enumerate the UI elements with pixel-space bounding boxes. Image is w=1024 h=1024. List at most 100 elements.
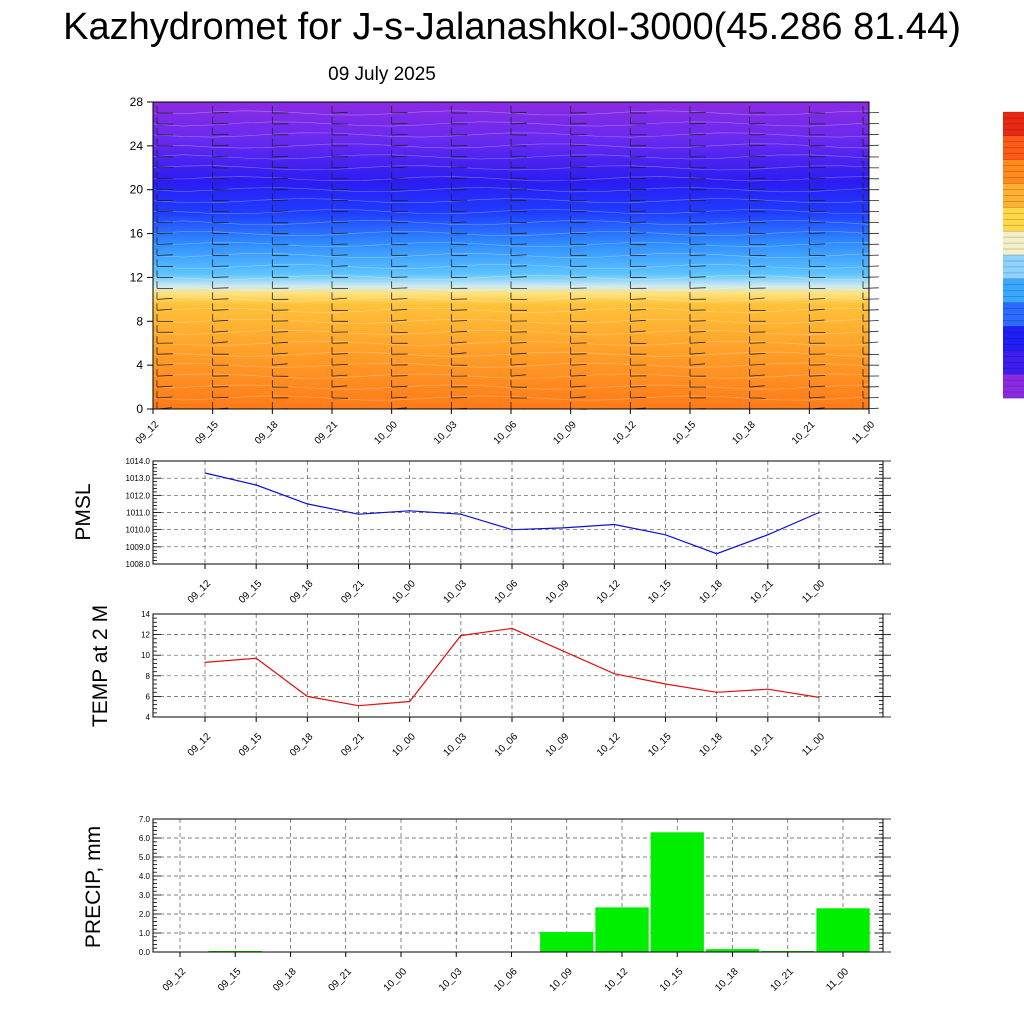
x-tick-label: 10_03	[442, 731, 470, 759]
x-tick-label: 10_00	[390, 578, 418, 606]
y-tick-label: 10	[141, 651, 150, 660]
wind-barb-shaft	[689, 276, 706, 278]
wind-barb-shaft	[212, 276, 229, 278]
x-tick-label: 11_00	[800, 578, 827, 605]
temp-axis-title: TEMP at 2 M	[89, 605, 112, 727]
temp-point	[716, 691, 718, 693]
y-tick-label: 28	[130, 95, 144, 109]
pmsl-point	[664, 534, 667, 536]
x-tick-label: 10_12	[595, 578, 623, 606]
wind-barb-shaft	[391, 144, 408, 147]
colorbar-swatch	[1003, 278, 1024, 303]
temp-point	[818, 696, 820, 699]
y-tick-label: 24	[130, 139, 144, 153]
wind-barb-shaft	[689, 363, 706, 366]
wind-barb-shaft	[862, 309, 879, 311]
x-tick-label: 09_15	[193, 419, 221, 447]
wind-barb-shaft	[451, 210, 468, 213]
wind-barb-shaft	[862, 123, 879, 125]
wind-barb-shaft	[331, 243, 348, 245]
x-tick-label: 11_00	[800, 731, 827, 758]
wind-barb-shaft	[212, 133, 229, 136]
wind-barb-shaft	[331, 353, 348, 355]
y-tick-label: 1008.0	[126, 560, 151, 569]
x-tick-label: 09_21	[339, 731, 367, 759]
temp-point	[357, 705, 360, 707]
y-tick-label: 8	[136, 314, 143, 328]
wind-barb-shaft	[451, 320, 468, 322]
wind-barb-shaft	[391, 298, 408, 300]
precip-frame	[152, 818, 884, 953]
wind-barb-shaft	[451, 397, 468, 399]
pmsl-plot: 1008.0 1009.0 1010.0 1011.0 1012.0 1013.0 1014…	[72, 457, 891, 606]
wind-barb-shaft	[862, 341, 879, 344]
y-tick-label: 12	[130, 270, 144, 284]
x-tick-label: 10_21	[790, 419, 818, 447]
wind-barb-shaft	[510, 243, 527, 245]
x-tick-label: 11_00	[850, 419, 877, 446]
y-tick-label: 0	[136, 402, 143, 416]
wind-barb-shaft	[212, 287, 229, 289]
x-tick-label: 10_06	[492, 966, 520, 994]
y-tick-label: 6.0	[139, 834, 151, 843]
wind-barb-shaft	[689, 112, 706, 114]
x-tick-label: 09_15	[216, 966, 244, 994]
wind-barb-shaft	[862, 320, 879, 322]
pmsl-point	[767, 534, 769, 536]
x-tick-label: 09_12	[134, 419, 162, 447]
pmsl-point	[562, 527, 564, 529]
wind-barb-shaft	[689, 254, 706, 256]
wind-barb-shaft	[331, 111, 348, 114]
x-tick-label: 09_18	[288, 578, 316, 606]
wind-barb-shaft	[391, 155, 408, 158]
precip-bar	[540, 932, 594, 952]
colorbar-swatch	[1003, 207, 1024, 232]
x-tick-label: 09_18	[253, 419, 281, 447]
x-tick-label: 10_06	[493, 731, 521, 759]
x-tick-label: 10_12	[603, 966, 631, 994]
y-tick-label: 8	[146, 672, 151, 681]
x-tick-label: 10_09	[551, 419, 579, 447]
pmsl-point	[818, 511, 820, 514]
contour-line	[152, 307, 870, 313]
pmsl-point	[357, 513, 360, 515]
x-tick-label: 10_15	[658, 966, 686, 994]
wind-barb-shaft	[451, 188, 468, 191]
y-tick-label: 4.0	[139, 872, 151, 881]
pmsl-point	[255, 484, 257, 486]
wind-barb-shaft	[570, 155, 587, 158]
wind-barb-shaft	[630, 396, 647, 399]
wind-barb-shaft	[156, 374, 173, 377]
x-tick-label: 10_12	[611, 419, 639, 447]
wind-barb-shaft	[156, 396, 173, 399]
y-tick-label: 14	[141, 610, 150, 619]
wind-barb-shaft	[630, 210, 647, 213]
x-tick-label: 10_00	[382, 966, 410, 994]
precip-axis-title: PRECIP, mm	[82, 826, 105, 948]
x-tick-label: 10_03	[442, 578, 470, 606]
wind-barb-shaft	[391, 319, 407, 322]
temp-frame	[152, 613, 884, 718]
temp-point	[511, 627, 513, 630]
wind-barb-shaft	[451, 330, 467, 333]
wind-barb-shaft	[630, 319, 646, 322]
colorbar-swatch	[1003, 374, 1024, 399]
wind-barb-shaft	[212, 144, 229, 147]
x-tick-label: 09_21	[339, 578, 367, 606]
wind-barb-shaft	[451, 352, 467, 355]
pmsl-point	[511, 529, 513, 531]
x-tick-label: 10_18	[697, 731, 725, 759]
wind-barb-shaft	[156, 232, 173, 234]
colorbar-swatch	[1003, 326, 1024, 351]
wind-barb-shaft	[451, 199, 468, 202]
pmsl-point	[460, 513, 462, 515]
precip-bar	[816, 908, 870, 952]
colorbar-swatch	[1003, 350, 1024, 375]
pmsl-point	[306, 503, 308, 505]
wind-barb-shaft	[391, 396, 408, 399]
y-tick-label: 1009.0	[126, 543, 151, 552]
x-tick-label: 10_15	[646, 731, 674, 759]
wind-barb-shaft	[272, 210, 289, 213]
x-tick-label: 09_15	[237, 731, 265, 759]
wind-barb-shaft	[212, 330, 229, 333]
